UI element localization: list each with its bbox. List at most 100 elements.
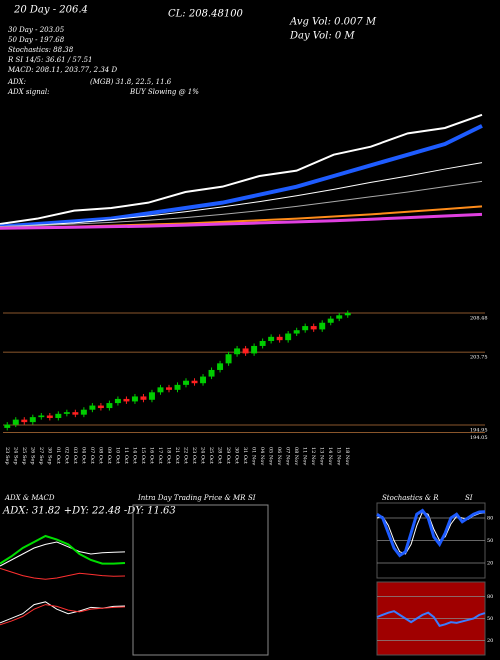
y-tick-label: 208.48	[470, 315, 488, 321]
candle-body	[285, 333, 292, 341]
candle-body	[55, 413, 62, 418]
candle-body	[21, 419, 28, 423]
info-text: 50 Day - 197.68	[8, 36, 65, 44]
info-text: ADX:	[7, 78, 26, 86]
candle-body	[63, 412, 70, 414]
candle-body	[344, 312, 351, 316]
y-tick-label: 20	[487, 561, 493, 567]
info-text: 30 Day - 203.05	[8, 26, 65, 34]
candle-body	[293, 330, 300, 334]
x-tick-label: 25 Oct	[208, 447, 214, 464]
panel-title: Stochastics & R	[382, 494, 439, 502]
x-tick-label: 07 Nov	[285, 447, 291, 465]
candle-body	[114, 398, 121, 404]
candle-body	[310, 326, 317, 330]
x-tick-label: 26 Sep	[29, 447, 35, 465]
panel-subtitle: ADX: 31.82 +DY: 22.48 -DY: 11.63	[2, 506, 176, 517]
candle-body	[157, 387, 164, 393]
x-tick-label: 03 Oct	[72, 447, 78, 464]
x-tick-label: 09 Oct	[106, 447, 112, 464]
candle-body	[97, 405, 104, 409]
candle-body	[327, 318, 334, 323]
candle-body	[38, 415, 45, 418]
candle-body	[336, 315, 343, 319]
x-tick-label: 04 Nov	[259, 447, 265, 465]
info-text: 20 Day - 206.4	[13, 5, 88, 16]
series-line	[0, 534, 126, 565]
x-tick-label: 30 Sep	[46, 447, 52, 465]
candle-body	[200, 376, 207, 384]
candle-body	[242, 348, 249, 354]
candle-body	[46, 415, 53, 418]
x-tick-label: 02 Oct	[63, 447, 69, 464]
x-tick-label: 15 Oct	[140, 447, 146, 464]
x-tick-label: 18 Oct	[165, 447, 171, 464]
candle-body	[148, 392, 155, 400]
intraday-box	[132, 504, 269, 656]
x-tick-label: 11 Nov	[302, 447, 308, 465]
candle-body	[166, 387, 172, 390]
candle-body	[89, 405, 96, 410]
candle-body	[12, 419, 19, 425]
candle-body	[140, 396, 147, 400]
x-tick-label: 28 Oct	[217, 447, 223, 464]
x-tick-label: 25 Sep	[21, 447, 27, 465]
series-line	[0, 601, 126, 624]
series-line	[376, 508, 486, 558]
y-tick-label: 80	[487, 594, 493, 600]
y-tick-label: 20	[487, 638, 493, 644]
x-tick-label: 23 Oct	[191, 447, 197, 464]
candle-body	[319, 322, 326, 330]
x-tick-label: 13 Nov	[319, 447, 325, 465]
candle-body	[80, 409, 87, 415]
info-text: (MGB) 31.8, 22.5, 11.6	[90, 78, 172, 86]
info-text: BUY Slowing @ 1%	[129, 88, 199, 96]
info-text: Stochastics: 88.38	[8, 46, 74, 54]
panel-title: SI	[465, 494, 473, 502]
x-tick-label: 07 Oct	[89, 447, 95, 464]
x-tick-label: 12 Nov	[310, 447, 316, 465]
x-tick-label: 01 Nov	[251, 447, 257, 465]
candle-body	[259, 340, 266, 346]
candle-body	[106, 403, 113, 409]
series-line	[376, 610, 486, 627]
candle-body	[29, 417, 36, 423]
x-tick-label: 21 Oct	[174, 447, 180, 464]
x-tick-label: 14 Oct	[131, 447, 137, 464]
x-tick-label: 27 Sep	[38, 447, 44, 465]
panel-title: ADX & MACD	[4, 494, 55, 502]
series-line	[0, 604, 126, 626]
x-tick-label: 08 Nov	[293, 447, 299, 465]
candle-body	[251, 345, 258, 354]
y-tick-label: 194.95	[470, 428, 488, 434]
candle-body	[234, 348, 241, 355]
series-line	[0, 162, 483, 228]
y-tick-label: 50	[487, 538, 493, 544]
y-tick-label: 50	[487, 616, 493, 622]
candle-body	[302, 326, 309, 331]
x-tick-label: 24 Oct	[200, 447, 206, 464]
series-line	[0, 567, 126, 580]
candle-body	[276, 336, 283, 341]
candle-body	[225, 354, 232, 364]
x-tick-label: 18 Nov	[344, 447, 350, 465]
series-line	[0, 113, 483, 225]
candle-body	[123, 398, 130, 402]
candle-body	[174, 384, 181, 390]
x-tick-label: 15 Nov	[336, 447, 342, 465]
candle-body	[217, 363, 224, 370]
candle-body	[191, 380, 198, 384]
y-tick-label: 194.05	[470, 435, 488, 441]
series-line	[0, 124, 483, 229]
x-tick-label: 01 Oct	[55, 447, 61, 464]
info-text: Avg Vol: 0.007 M	[289, 17, 377, 28]
x-tick-label: 17 Oct	[157, 447, 163, 464]
x-tick-label: 22 Oct	[183, 447, 189, 464]
info-text: Day Vol: 0 M	[289, 31, 355, 42]
info-text: CL: 208.48100	[168, 9, 244, 20]
info-text: ADX signal:	[7, 88, 49, 96]
x-tick-label: 16 Oct	[148, 447, 154, 464]
x-tick-label: 31 Oct	[242, 447, 248, 464]
candle-body	[4, 424, 11, 428]
